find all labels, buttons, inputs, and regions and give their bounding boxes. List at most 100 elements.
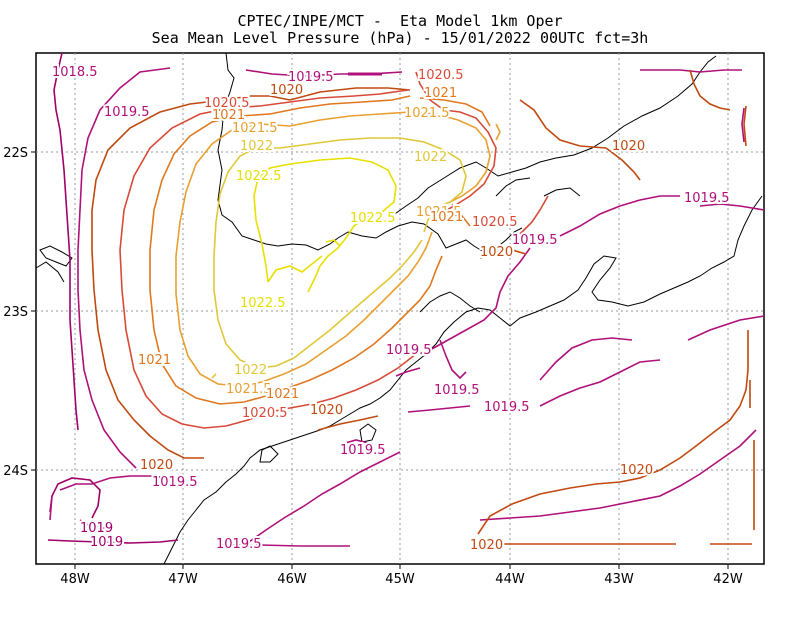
isobar-1020 <box>91 69 755 545</box>
contour-label-halo: 1019.5 <box>484 400 530 415</box>
contour-label-halo: 1020 <box>470 538 503 553</box>
contour-label: 1020 <box>620 463 653 478</box>
contour-label: 1019.5 <box>484 400 530 415</box>
contour-label: 1019.5 <box>512 233 558 248</box>
contour-label: 1020 <box>480 245 513 260</box>
contour-label-halo: 1022 <box>240 139 273 154</box>
contour-label-halo: 1019.5 <box>288 70 334 85</box>
contour-label: 1020.5 <box>472 215 518 230</box>
contour-label-halo: 1019.5 <box>216 537 262 552</box>
contour-label-halo: 1020 <box>310 403 343 418</box>
contour-labels: 1018.51018.51019.51019.51020.51020.51019… <box>50 63 732 555</box>
contour-label-halo: 1019.5 <box>512 233 558 248</box>
contour-label: 1019 <box>90 535 123 550</box>
lon-tick-label: 45W <box>385 572 415 587</box>
contour-label-halo: 1019.5 <box>434 383 480 398</box>
contour-label: 1022 <box>240 139 273 154</box>
contour-label-halo: 1020.5 <box>204 96 250 111</box>
contour-label-halo: 1022.5 <box>350 211 396 226</box>
contour-label-halo: 1022 <box>234 363 267 378</box>
contour-label: 1021 <box>212 108 245 123</box>
contour-label-halo: 1020 <box>270 83 303 98</box>
contour-label: 1020 <box>310 403 343 418</box>
contour-label-halo: 1021 <box>424 86 457 101</box>
contour-label: 1019 <box>80 521 113 536</box>
contour-label: 1020 <box>140 458 173 473</box>
contour-label-halo: 1022 <box>414 150 447 165</box>
contour-label-halo: 1019 <box>90 535 123 550</box>
contour-label-halo: 1019.5 <box>104 105 150 120</box>
contour-label-halo: 1020 <box>612 139 645 154</box>
contour-label: 1022 <box>234 363 267 378</box>
lat-tick-label: 23S <box>3 305 28 320</box>
coastline <box>35 52 763 565</box>
contour-label: 1021 <box>138 353 171 368</box>
contour-label-halo: 1021 <box>212 108 245 123</box>
contour-label: 1021 <box>430 210 463 225</box>
contour-label: 1022.5 <box>236 169 282 184</box>
lat-tick-label: 22S <box>3 146 28 161</box>
contour-label-halo: 1021.5 <box>416 205 462 220</box>
contour-label: 1022 <box>414 150 447 165</box>
contour-label: 1020.5 <box>418 68 464 83</box>
contour-label: 1021.5 <box>404 106 450 121</box>
contour-label-halo: 1021 <box>430 210 463 225</box>
contour-label-halo: 1020.5 <box>242 406 288 421</box>
contour-label-halo: 1019.5 <box>386 343 432 358</box>
contour-label: 1020.5 <box>204 96 250 111</box>
latitude-labels: 22S 23S 24S <box>3 146 28 479</box>
contour-label: 1019.5 <box>288 70 334 85</box>
contour-label: 1022.5 <box>350 211 396 226</box>
contour-label: 1021.5 <box>226 382 272 397</box>
contour-label: 1021.5 <box>232 121 278 136</box>
contour-label: 1020 <box>270 83 303 98</box>
lon-tick-label: 43W <box>604 572 634 587</box>
contour-label-halo: 1020 <box>620 463 653 478</box>
contour-label: 1019.5 <box>216 537 262 552</box>
contour-label-halo: 1019.5 <box>152 475 198 490</box>
contour-label: 1019.5 <box>152 475 198 490</box>
lon-tick-label: 47W <box>168 572 198 587</box>
contour-label-halo: 1021.5 <box>232 121 278 136</box>
contour-label-halo: 1019 <box>80 521 113 536</box>
contour-label-halo: 1018.5 <box>52 65 98 80</box>
map-title-line-1: CPTEC/INPE/MCT - Eta Model 1km Oper <box>237 12 563 30</box>
lon-tick-label: 48W <box>60 572 90 587</box>
contour-label-halo: 1019.5 <box>340 443 386 458</box>
longitude-labels: 48W 47W 46W 45W 44W 43W 42W <box>60 572 743 587</box>
contour-label-halo: 1020 <box>140 458 173 473</box>
contour-label-halo: 1020 <box>480 245 513 260</box>
isobar-1019-5 <box>49 67 765 547</box>
isobar-1021 <box>149 95 491 405</box>
contour-label-halo: 1020.5 <box>418 68 464 83</box>
isobar-1018-5 <box>53 52 79 431</box>
lon-tick-label: 46W <box>277 572 307 587</box>
lat-tick-label: 24S <box>3 464 28 479</box>
contour-label-halo: 1021 <box>138 353 171 368</box>
contour-label-halo: 1021.5 <box>404 106 450 121</box>
contour-label: 1020 <box>470 538 503 553</box>
contour-label-halo: 1022.5 <box>236 169 282 184</box>
contour-label: 1021 <box>266 387 299 402</box>
contour-label: 1021.5 <box>416 205 462 220</box>
tick-marks <box>31 151 729 569</box>
contour-label-halo: 1020.5 <box>472 215 518 230</box>
isobar-1022 <box>211 137 467 379</box>
contour-label: 1019.5 <box>104 105 150 120</box>
contour-label: 1022.5 <box>240 296 286 311</box>
contour-label-halo: 1019.5 <box>684 191 730 206</box>
isobar-1022-5 <box>253 157 397 293</box>
grid-lines <box>36 53 764 564</box>
contour-label: 1019.5 <box>386 343 432 358</box>
lon-tick-label: 42W <box>713 572 743 587</box>
contour-label: 1020 <box>612 139 645 154</box>
isobar-1020-5 <box>119 71 549 429</box>
contour-label-halo: 1021.5 <box>226 382 272 397</box>
contour-label-halo: 1022.5 <box>240 296 286 311</box>
contour-label: 1018.5 <box>52 65 98 80</box>
contour-label-halo: 1021 <box>266 387 299 402</box>
contour-label: 1020.5 <box>242 406 288 421</box>
contour-label: 1019.5 <box>434 383 480 398</box>
contour-label: 1019.5 <box>340 443 386 458</box>
